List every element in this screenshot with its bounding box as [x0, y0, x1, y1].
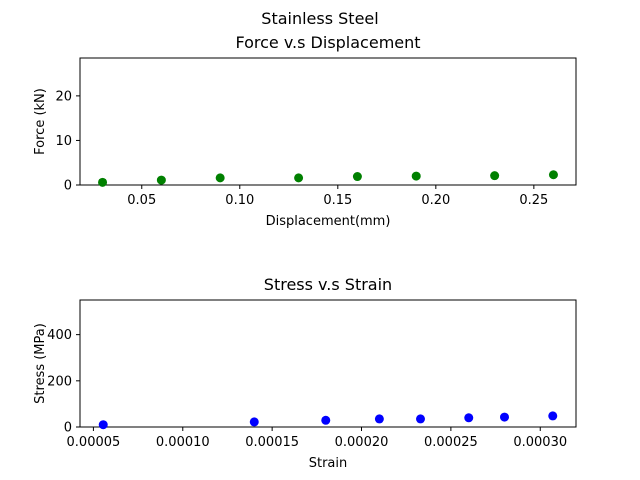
y-tick-label: 0 — [64, 421, 72, 436]
y-tick-label: 0 — [64, 179, 72, 194]
x-tick-label: 0.05 — [127, 193, 156, 208]
data-point — [415, 414, 425, 424]
x-tick-label: 0.00015 — [245, 435, 299, 450]
data-point — [548, 411, 558, 421]
x-tick-label: 0.00010 — [156, 435, 210, 450]
y-tick-label: 200 — [47, 374, 72, 389]
x-tick-label: 0.25 — [519, 193, 548, 208]
data-point — [294, 173, 304, 183]
plot-frame — [79, 57, 577, 186]
chart-title: Force v.s Displacement — [235, 33, 420, 52]
chart-title: Stress v.s Strain — [264, 275, 392, 294]
x-axis-label: Displacement(mm) — [266, 214, 391, 229]
data-point — [321, 415, 331, 425]
data-point — [98, 177, 108, 187]
figure-title: Stainless Steel — [261, 9, 378, 28]
x-tick-label: 0.00005 — [67, 435, 121, 450]
x-tick-label: 0.00030 — [513, 435, 567, 450]
data-point — [548, 170, 558, 180]
y-axis-label: Force (kN) — [33, 88, 48, 155]
plot-frame — [79, 299, 577, 428]
data-point — [500, 412, 510, 422]
y-tick-label: 20 — [55, 89, 72, 104]
x-axis-label: Strain — [309, 456, 348, 471]
x-tick-label: 0.00020 — [335, 435, 389, 450]
data-point — [352, 172, 362, 182]
data-point — [490, 171, 500, 181]
y-tick-label: 10 — [55, 134, 72, 149]
y-tick-label: 400 — [47, 328, 72, 343]
x-tick-label: 0.10 — [225, 193, 254, 208]
data-point — [98, 420, 108, 430]
data-point — [464, 413, 474, 423]
x-tick-label: 0.15 — [323, 193, 352, 208]
data-point — [374, 414, 384, 424]
data-point — [249, 417, 259, 427]
data-point — [156, 175, 166, 185]
data-point — [411, 171, 421, 181]
chart-force-displacement: Force v.s Displacement 0.05 0.10 0.15 0.20 0.… — [33, 33, 577, 229]
x-tick-label: 0.20 — [421, 193, 450, 208]
x-tick-label: 0.00025 — [424, 435, 478, 450]
chart-stress-strain: Stress v.s Strain 0.00005 0.00010 0.00015 0.… — [33, 275, 577, 471]
data-point — [215, 173, 225, 183]
y-axis-label: Stress (MPa) — [33, 323, 48, 404]
